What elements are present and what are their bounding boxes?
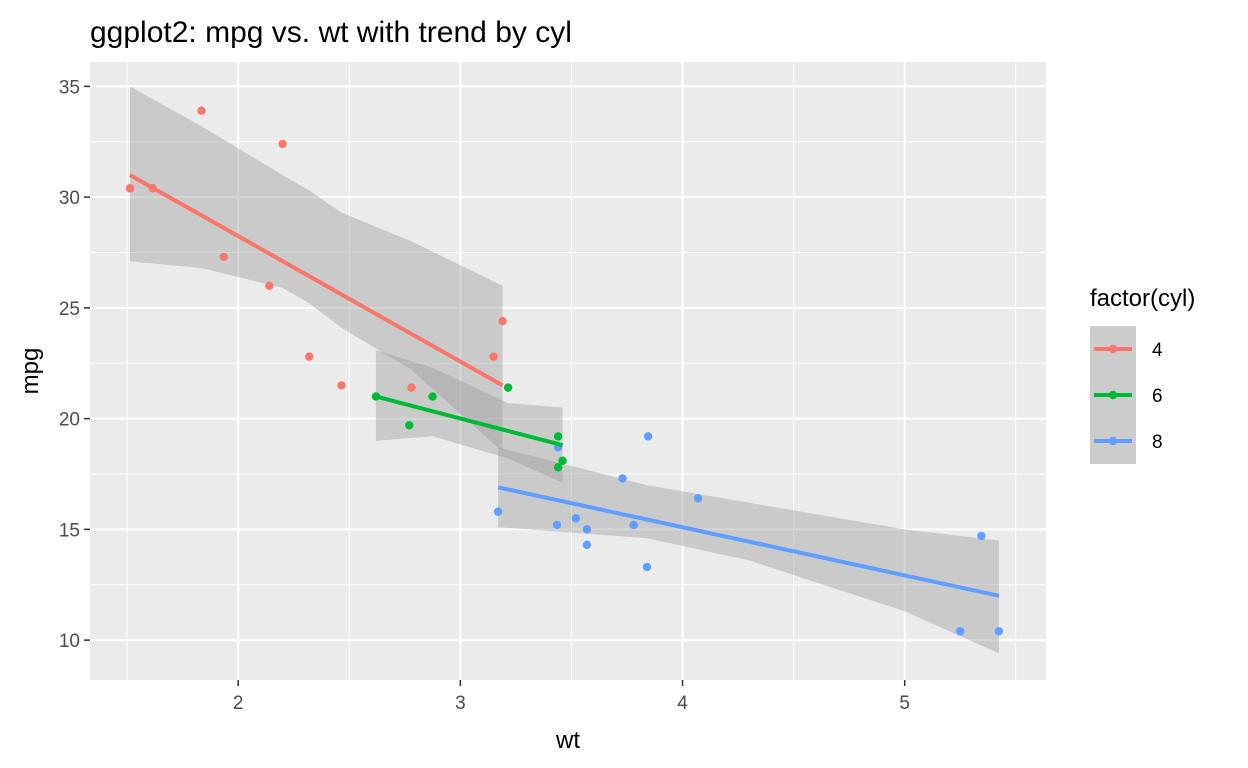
point-8 <box>582 525 592 534</box>
point-8 <box>571 514 581 523</box>
point-4 <box>219 252 228 262</box>
y-tick-label: 15 <box>59 520 80 541</box>
point-8 <box>629 520 638 530</box>
confidence-band-4 <box>130 86 503 452</box>
legend-label-6: 6 <box>1152 386 1163 407</box>
point-6 <box>553 432 563 441</box>
plot-panel <box>90 62 1046 680</box>
point-8 <box>582 540 592 550</box>
y-axis-title: mpg <box>17 348 44 395</box>
legend: factor(cyl) 4 6 8 <box>1090 285 1195 464</box>
point-4 <box>278 139 287 149</box>
point-8 <box>552 520 562 530</box>
point-4 <box>337 381 346 390</box>
point-6 <box>503 383 513 392</box>
point-8 <box>493 507 503 516</box>
grid-major <box>90 62 1046 680</box>
x-axis-title: wt <box>555 727 580 754</box>
point-6 <box>405 421 414 430</box>
point-4 <box>498 316 507 326</box>
point-4 <box>407 383 416 392</box>
point-8 <box>956 627 965 636</box>
point-8 <box>977 531 986 541</box>
point-4 <box>489 352 498 361</box>
point-4 <box>265 281 274 290</box>
y-tick-label: 25 <box>59 299 80 320</box>
legend-key-point-6 <box>1108 390 1118 400</box>
y-tick-label: 10 <box>59 631 80 652</box>
trend-lines <box>129 173 1000 598</box>
data-points <box>125 106 1004 636</box>
x-tick-label: 5 <box>899 693 910 714</box>
x-tick-label: 3 <box>455 693 466 714</box>
confidence-band-8 <box>498 447 999 654</box>
point-4 <box>197 106 206 115</box>
point-6 <box>428 392 437 401</box>
chart-title: ggplot2: mpg vs. wt with trend by cyl <box>90 16 572 49</box>
y-tick-label: 35 <box>59 77 80 98</box>
trend-line-8 <box>497 485 1000 598</box>
legend-title: factor(cyl) <box>1090 285 1195 312</box>
legend-key-point-4 <box>1108 344 1118 354</box>
y-tick-label: 30 <box>59 188 80 209</box>
point-8 <box>994 627 1004 636</box>
legend-key-point-8 <box>1108 436 1118 446</box>
trend-line-6 <box>375 394 564 448</box>
point-6 <box>558 456 567 465</box>
point-4 <box>305 352 314 361</box>
trend-line-4 <box>129 173 504 388</box>
point-8 <box>618 474 627 483</box>
legend-label-8: 8 <box>1152 432 1163 453</box>
y-tick-label: 20 <box>59 410 80 431</box>
confidence-band-6 <box>375 350 563 483</box>
grid-minor <box>90 62 1046 680</box>
x-tick-label: 2 <box>233 693 244 714</box>
point-8 <box>693 494 703 503</box>
x-tick-label: 4 <box>677 693 688 714</box>
point-8 <box>643 432 653 441</box>
axes: 2 3 4 5 10 15 20 25 30 35 <box>59 77 910 714</box>
confidence-bands <box>130 86 999 654</box>
point-8 <box>642 562 652 572</box>
point-4 <box>125 184 135 193</box>
point-6 <box>553 463 563 472</box>
legend-label-4: 4 <box>1152 340 1163 361</box>
